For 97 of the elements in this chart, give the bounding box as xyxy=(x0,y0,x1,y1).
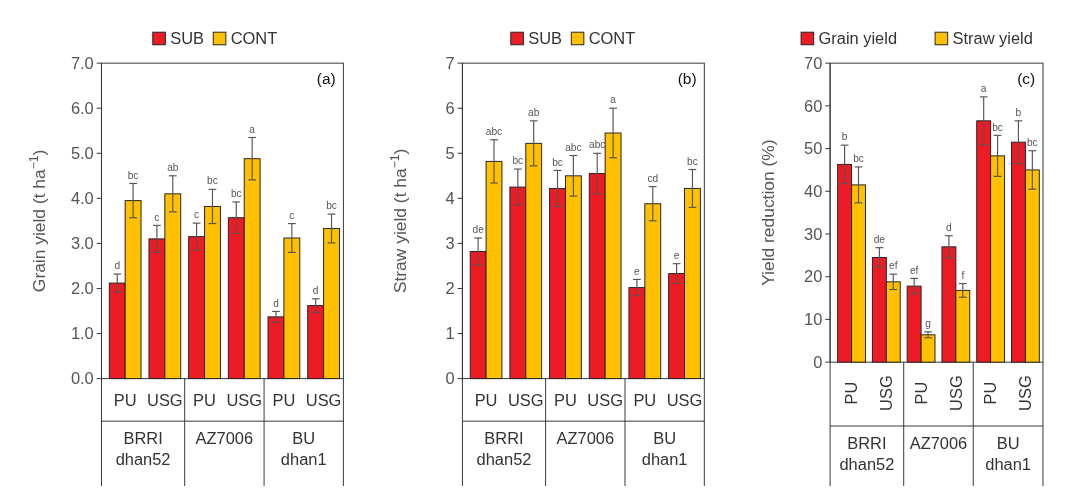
data-label: bc xyxy=(512,155,524,167)
y-tick-label: 60 xyxy=(804,96,823,115)
x-tick-label: PU xyxy=(193,390,216,409)
data-label: c xyxy=(289,209,295,221)
legend-label: Straw yield xyxy=(952,28,1033,47)
text: BU dhan1 xyxy=(985,434,1031,473)
data-label: bc xyxy=(1026,136,1038,148)
y-tick-label: 3 xyxy=(445,234,455,253)
legend-label: CONT xyxy=(230,28,278,47)
x-tick-label: USG xyxy=(226,390,263,409)
y-tick-label: 0 xyxy=(445,369,455,388)
annotation: (b) xyxy=(677,70,697,88)
y-tick-label: 40 xyxy=(804,182,823,201)
x-tick-label: USG xyxy=(305,390,342,409)
y-tick-label: 7 xyxy=(445,53,455,72)
text: BRRI dhan52 xyxy=(115,429,171,468)
data-label: bc xyxy=(853,153,864,165)
data-label: d xyxy=(946,221,952,233)
y-tick-label: 30 xyxy=(804,224,823,243)
x-tick-label: PU xyxy=(911,381,930,405)
data-label: abc xyxy=(565,141,582,153)
data-label: bc xyxy=(207,175,218,187)
text: BRRI dhan52 xyxy=(839,434,895,473)
data-label: a xyxy=(249,123,256,135)
x-tick-label: USG xyxy=(946,375,965,411)
data-label: bc xyxy=(230,188,242,200)
y-tick-label: 2.0 xyxy=(70,279,94,298)
data-label: bc xyxy=(992,121,1003,133)
y-tick-label: 1.0 xyxy=(70,324,94,343)
y-tick-label: 4.0 xyxy=(70,189,94,208)
data-label: d xyxy=(312,285,319,296)
y-tick-label: 20 xyxy=(804,267,823,286)
data-label: bc xyxy=(127,169,139,181)
y-tick-label: 0.0 xyxy=(70,369,94,388)
x-tick-label: USG xyxy=(666,390,703,409)
legend-label: CONT xyxy=(588,28,636,47)
data-label: b xyxy=(1015,106,1022,118)
annotation: (a) xyxy=(316,70,336,88)
data-label: a xyxy=(980,83,987,95)
data-label: de xyxy=(472,224,485,236)
data-label: ef xyxy=(909,264,919,276)
data-label: e xyxy=(673,249,680,261)
data-label: e xyxy=(634,265,641,277)
y-tick-label: 50 xyxy=(804,139,823,158)
x-tick-label: PU xyxy=(554,390,577,409)
x-tick-label: PU xyxy=(633,390,657,409)
data-label: bc xyxy=(552,156,563,168)
y-tick-label: 3.0 xyxy=(70,234,94,253)
y-tick-label: 5.0 xyxy=(70,144,94,163)
x-tick-label: USG xyxy=(877,375,896,411)
data-label: ab xyxy=(167,161,179,173)
text: AZ7006 xyxy=(556,429,615,448)
data-label: ab xyxy=(528,107,540,118)
text: BRRI dhan52 xyxy=(476,429,532,468)
x-tick-label: USG xyxy=(507,390,544,409)
legend-label: Grain yield xyxy=(818,28,898,47)
x-tick-label: PU xyxy=(842,381,861,405)
y-tick-label: 5 xyxy=(445,144,455,163)
text: AZ7006 xyxy=(909,434,968,453)
x-tick-label: PU xyxy=(981,381,1000,405)
data-label: c xyxy=(194,209,200,221)
x-tick-label: PU xyxy=(272,390,296,409)
y-axis-title: Yield reduction (%) xyxy=(757,139,778,286)
x-tick-label: USG xyxy=(147,390,183,409)
y-tick-label: 6 xyxy=(445,98,455,117)
data-label: bc xyxy=(687,155,698,167)
x-tick-label: USG xyxy=(1016,375,1035,411)
x-tick-label: PU xyxy=(474,390,498,409)
annotation: (c) xyxy=(1017,70,1036,88)
y-tick-label: 4 xyxy=(445,189,455,208)
data-label: de xyxy=(873,233,886,245)
y-tick-label: 2 xyxy=(445,279,455,298)
data-label: ef xyxy=(889,260,898,272)
y-tick-label: 70 xyxy=(804,53,823,72)
x-tick-label: USG xyxy=(587,390,623,409)
y-tick-label: 6.0 xyxy=(70,98,94,117)
data-label: abc xyxy=(485,125,503,137)
y-tick-label: 1 xyxy=(445,324,455,343)
data-label: d xyxy=(273,297,279,309)
data-label: bc xyxy=(326,200,337,212)
text: BU dhan1 xyxy=(641,429,688,468)
y-tick-label: 7.0 xyxy=(70,53,94,72)
data-label: abc xyxy=(589,139,606,151)
data-label: c xyxy=(154,211,160,223)
text: BU dhan1 xyxy=(280,429,327,468)
x-tick-label: PU xyxy=(113,390,137,409)
data-label: g xyxy=(925,317,931,329)
legend-label: SUB xyxy=(528,28,563,47)
data-label: f xyxy=(961,269,965,281)
legend-label: SUB xyxy=(170,28,205,47)
data-label: a xyxy=(610,94,617,106)
data-label: b xyxy=(841,131,848,143)
y-tick-label: 0 xyxy=(813,352,823,371)
data-label: cd xyxy=(647,172,659,184)
data-label: d xyxy=(114,260,121,272)
text: AZ7006 xyxy=(195,429,254,448)
y-tick-label: 10 xyxy=(804,310,823,329)
